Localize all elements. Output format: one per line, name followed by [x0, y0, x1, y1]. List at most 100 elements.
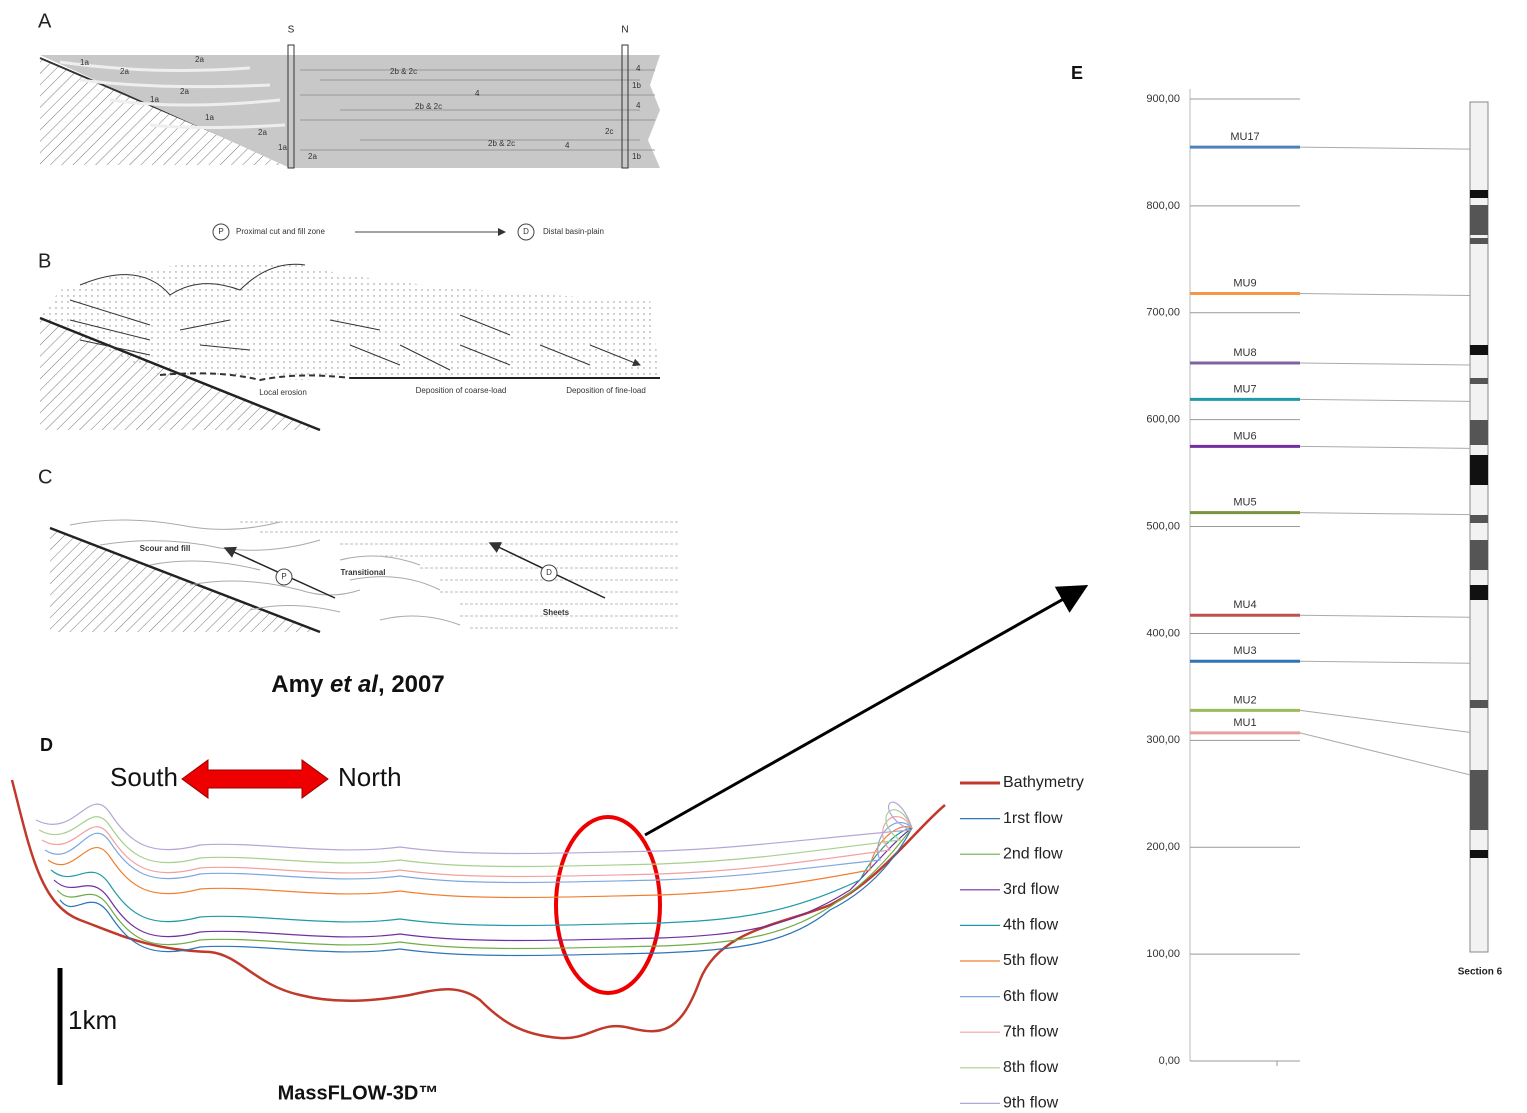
direction: South	[110, 762, 178, 792]
legend-label: 6th flow	[1003, 988, 1059, 1005]
author: Amy	[271, 671, 330, 698]
y-tick-label: 400,00	[1146, 627, 1180, 639]
facies: 1a	[278, 143, 287, 152]
note: Deposition of coarse-load	[416, 386, 507, 395]
marker-label: MU5	[1233, 497, 1256, 509]
legend-label: 9th flow	[1003, 1095, 1059, 1112]
column-bed	[1470, 455, 1488, 485]
column-bed	[1470, 850, 1488, 858]
flow-line	[56, 827, 913, 950]
column-bed	[1470, 585, 1488, 600]
et-al: et al	[330, 671, 379, 698]
y-tick-label: 300,00	[1146, 734, 1180, 746]
facies: 2a	[180, 87, 189, 96]
facies: 2a	[258, 128, 267, 137]
flow-line	[53, 827, 913, 942]
correlation-line	[1299, 398, 1471, 402]
y-tick-label: 600,00	[1146, 414, 1180, 426]
legend-label: 8th flow	[1003, 1059, 1059, 1076]
column	[1469, 101, 1489, 953]
correlation-line	[1299, 732, 1471, 776]
correlation-line	[1299, 362, 1471, 366]
note: Local erosion	[259, 388, 307, 397]
note: Transitional	[341, 568, 386, 577]
legend-label: 1rst flow	[1003, 810, 1063, 827]
facies: 1a	[205, 113, 214, 122]
panel-label: D	[40, 735, 53, 755]
y-tick-label: 0,00	[1159, 1055, 1180, 1067]
marker: P	[281, 572, 286, 581]
facies: 1a	[80, 58, 89, 67]
column-bed	[1470, 770, 1488, 830]
transect-label: Distal basin-plain	[543, 227, 604, 236]
legend-label: 3rd flow	[1003, 881, 1059, 898]
flow-body	[40, 260, 660, 380]
facies: 1a	[150, 95, 159, 104]
facies: 2b & 2c	[415, 102, 442, 111]
panel-d: D South North 1km MassFLOW-3D™ Bathymetr…	[10, 735, 1084, 1112]
double-arrow	[181, 759, 329, 799]
y-tick-label: 900,00	[1146, 93, 1180, 105]
marker: D	[523, 227, 529, 236]
flow-line	[38, 809, 913, 868]
citation: Amy et al, 2007	[271, 671, 444, 698]
panel-e: E Section 6 0,00 100,00 200,00 300,00 400,00…	[1071, 63, 1503, 1067]
y-tick-label: 200,00	[1146, 841, 1180, 853]
marker-label: MU3	[1233, 645, 1256, 657]
marker-label: MU6	[1233, 430, 1256, 442]
marker: P	[218, 227, 223, 236]
y-tick-label: 100,00	[1146, 948, 1180, 960]
marker-label: MU2	[1233, 694, 1256, 706]
lenses	[59, 60, 286, 129]
marker-label: MU4	[1233, 599, 1256, 611]
flow-line	[59, 827, 913, 957]
column-bed	[1470, 238, 1488, 244]
y-tick-label: 700,00	[1146, 307, 1180, 319]
facies: 4	[565, 141, 570, 150]
year: , 2007	[378, 671, 445, 698]
y-tick-label: 800,00	[1146, 200, 1180, 212]
erosion-surface	[159, 372, 351, 382]
column-bed	[1470, 190, 1488, 198]
slope-line	[39, 316, 321, 432]
flow-arrows	[69, 263, 640, 370]
panel-label: E	[1071, 63, 1083, 83]
bedding	[300, 69, 655, 151]
column-bed	[1470, 700, 1488, 708]
marker-label: MU9	[1233, 277, 1256, 289]
highlight	[554, 815, 662, 995]
facies: 4	[636, 101, 641, 110]
marker-label: MU7	[1233, 383, 1256, 395]
legend-label: 5th flow	[1003, 952, 1059, 969]
scale-label: 1km	[68, 1005, 117, 1035]
marker-label: MU1	[1233, 717, 1256, 729]
direction: North	[338, 762, 402, 792]
panel-b: B Local erosion Deposition of coarse-loa…	[38, 250, 660, 432]
flow-line	[47, 826, 913, 899]
section-n	[621, 44, 629, 169]
flow-line	[35, 801, 913, 855]
facies: 2a	[120, 67, 129, 76]
flow-line	[41, 816, 913, 878]
facies: 4	[636, 64, 641, 73]
sheets	[240, 521, 680, 629]
column-bed	[1470, 420, 1488, 445]
column-bed	[1470, 378, 1488, 384]
column-bed	[1470, 540, 1488, 570]
bathymetry	[10, 779, 946, 1040]
flow-line	[50, 827, 913, 927]
facies: 2a	[308, 152, 317, 161]
correlation-line	[1299, 146, 1471, 150]
facies: 2c	[605, 127, 613, 136]
facies: 1b	[632, 81, 641, 90]
correlation-line	[1299, 293, 1471, 297]
flow-line	[44, 821, 913, 884]
link-arrow	[644, 585, 1089, 837]
section-s	[287, 44, 295, 169]
facies: 1b	[632, 152, 641, 161]
legend-label: Bathymetry	[1003, 774, 1084, 791]
note: Sheets	[543, 608, 570, 617]
marker-label: MU17	[1230, 131, 1259, 143]
y-tick-label: 500,00	[1146, 520, 1180, 532]
